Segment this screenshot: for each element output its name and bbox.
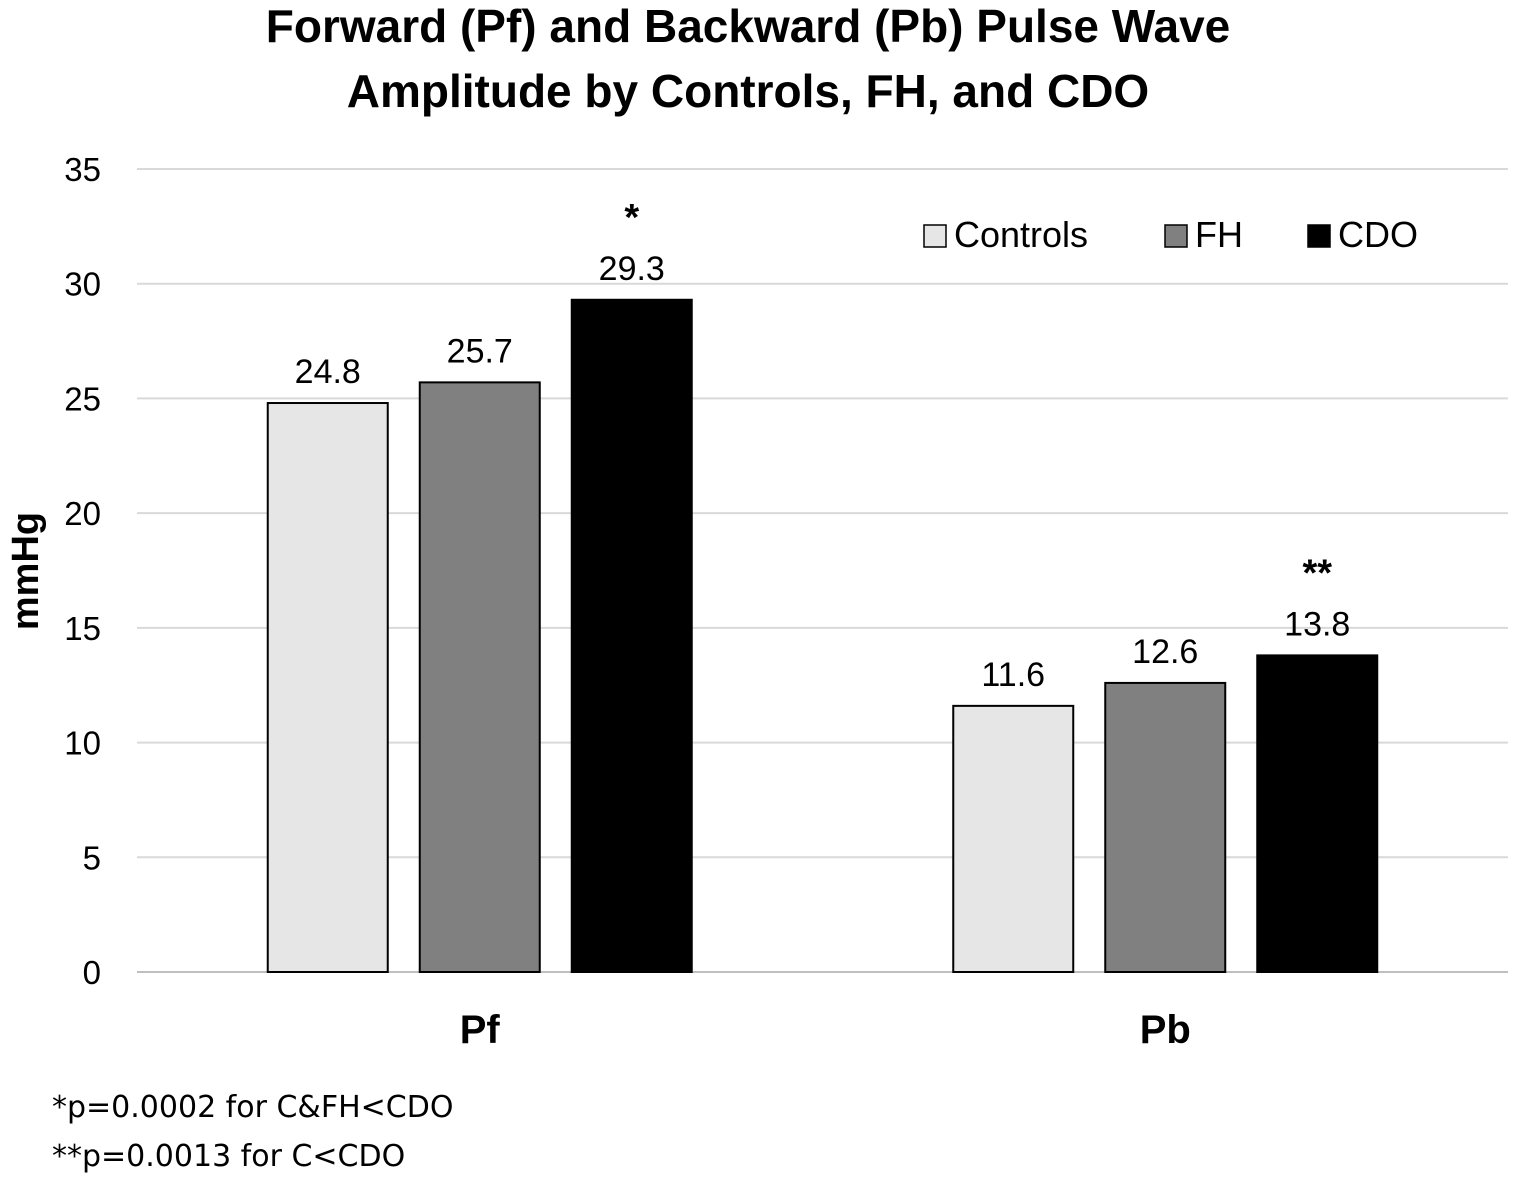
y-tick-label-35: 35 (64, 151, 101, 188)
bar-pf-controls (266, 402, 389, 973)
data-label-pb-fh: 12.6 (1132, 633, 1198, 671)
y-axis-label: mmHg (5, 512, 47, 630)
y-tick-label-25: 25 (64, 380, 101, 417)
bar-pb-cdo (1256, 654, 1379, 973)
y-tick-label-10: 10 (64, 725, 101, 762)
y-tick-label-5: 5 (83, 839, 101, 876)
data-label-pf-fh: 25.7 (447, 332, 513, 370)
y-tick-label-20: 20 (64, 495, 101, 532)
y-tick-label-0: 0 (83, 954, 101, 991)
data-label-pf-cdo: 29.3 (599, 250, 665, 288)
significance-mark-pf: * (624, 197, 639, 239)
legend-swatch-cdo (1307, 224, 1331, 248)
legend-swatch-controls (923, 224, 947, 248)
significance-marks: *** (624, 197, 1332, 595)
bar-pf-cdo (570, 298, 693, 973)
data-label-pb-controls: 11.6 (981, 656, 1045, 694)
chart-title-line-2: Amplitude by Controls, FH, and CDO (347, 65, 1149, 117)
legend-swatch-fh (1164, 224, 1188, 248)
significance-mark-pb: ** (1302, 552, 1332, 594)
bar-pf-fh (418, 381, 541, 973)
y-tick-label-15: 15 (64, 610, 101, 647)
data-label-pb-cdo: 13.8 (1284, 605, 1350, 643)
bar-pb-controls (952, 704, 1075, 973)
footnote-1: *p=0.0002 for C&FH<CDO (52, 1090, 454, 1125)
bars (266, 298, 1379, 973)
legend-label-controls: Controls (954, 214, 1088, 255)
legend-label-cdo: CDO (1338, 214, 1418, 255)
chart-title-line-1: Forward (Pf) and Backward (Pb) Pulse Wav… (266, 0, 1231, 52)
category-label-pf: Pf (460, 1008, 501, 1052)
x-axis-categories: Pf Pb (460, 1008, 1191, 1052)
data-label-pf-controls: 24.8 (295, 353, 361, 391)
footnote-2: **p=0.0013 for C<CDO (52, 1139, 406, 1174)
y-axis-ticks: 0 5 10 15 20 25 30 35 (64, 151, 101, 991)
data-labels: 24.8 25.7 29.3 11.6 12.6 13.8 (295, 250, 1351, 694)
y-tick-label-30: 30 (64, 266, 101, 303)
legend: Controls FH CDO (923, 214, 1418, 255)
category-label-pb: Pb (1140, 1008, 1191, 1052)
legend-label-fh: FH (1195, 214, 1243, 255)
bar-pb-fh (1104, 681, 1227, 973)
